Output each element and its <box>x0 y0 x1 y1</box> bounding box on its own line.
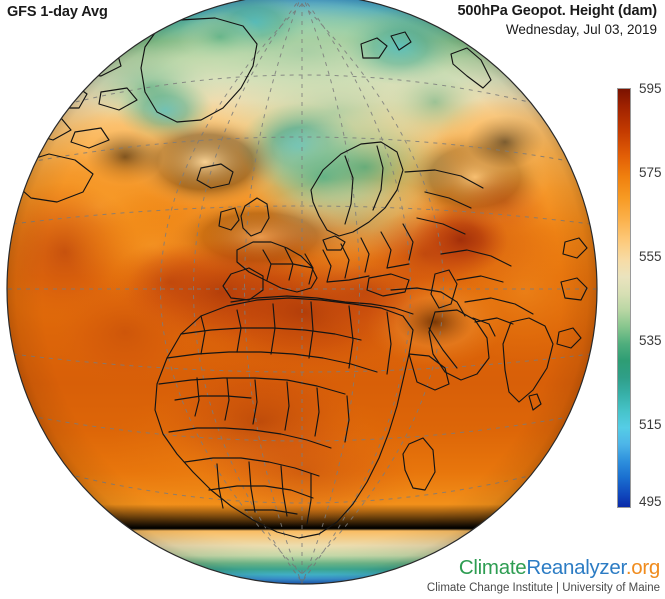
logo-subtitle: Climate Change Institute | University of… <box>426 582 660 594</box>
colorbar-tick-515: 515 <box>639 417 662 432</box>
colorbar-tick-555: 555 <box>639 249 662 264</box>
globe-map[interactable] <box>5 0 599 586</box>
header-right-block: 500hPa Geopot. Height (dam) Wednesday, J… <box>457 3 657 38</box>
model-label: GFS 1-day Avg <box>7 4 108 20</box>
colorbar-tick-495: 495 <box>639 494 662 509</box>
colorbar-tick-535: 535 <box>639 333 662 348</box>
limb-shading <box>7 0 597 584</box>
page-title: 500hPa Geopot. Height (dam) <box>457 3 657 19</box>
logo-word-climate: Climate <box>458 556 527 579</box>
colorbar-tick-595: 595 <box>639 81 662 96</box>
globe-field <box>7 0 597 584</box>
logo-wordmark[interactable]: ClimateReanalyzer.org <box>427 557 660 579</box>
globe-outline <box>6 0 598 585</box>
colorbar <box>617 88 631 508</box>
logo-word-org: .org <box>625 556 660 579</box>
colorbar-tick-575: 575 <box>639 165 662 180</box>
globe-svg <box>6 0 598 585</box>
map-date: Wednesday, Jul 03, 2019 <box>505 22 657 37</box>
logo-word-reanalyzer: Reanalyzer <box>526 556 626 579</box>
climate-reanalyzer-logo[interactable]: ClimateReanalyzer.org Climate Change Ins… <box>427 557 660 595</box>
